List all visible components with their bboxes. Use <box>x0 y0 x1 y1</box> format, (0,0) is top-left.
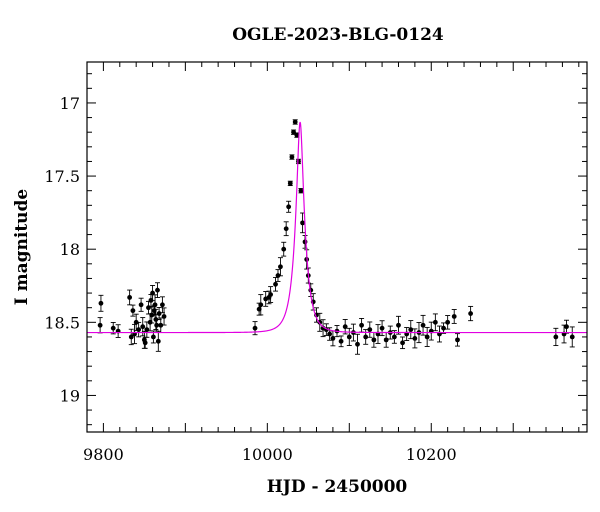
y-tick-label: 19 <box>60 386 80 405</box>
data-point <box>300 212 306 234</box>
data-point <box>354 333 360 355</box>
data-point <box>130 304 136 317</box>
data-point <box>281 241 287 257</box>
data-point <box>110 322 116 335</box>
data-point <box>283 221 289 237</box>
y-tick-label: 17 <box>60 94 80 113</box>
data-point <box>569 326 575 348</box>
data-point <box>420 314 426 336</box>
data-point <box>408 320 414 340</box>
x-tick-label: 10000 <box>242 445 293 464</box>
x-tick-label: 9800 <box>83 445 124 464</box>
data-point <box>412 328 418 349</box>
data-point <box>145 300 151 315</box>
y-tick-label: 17.5 <box>44 167 80 186</box>
data-point <box>98 294 104 312</box>
data-point <box>375 324 381 344</box>
data-point <box>454 333 460 347</box>
data-point <box>154 282 160 298</box>
data-point <box>553 327 559 347</box>
data-point <box>136 321 142 338</box>
data-point <box>564 319 570 334</box>
x-axis-label: HJD - 2450000 <box>267 477 408 497</box>
data-point <box>400 336 406 350</box>
plot-frame <box>86 61 588 433</box>
data-point <box>150 285 156 302</box>
data-point <box>161 307 167 326</box>
data-point <box>152 294 158 316</box>
data-point <box>127 289 133 306</box>
data-point <box>298 188 304 194</box>
data-point <box>289 154 295 160</box>
data-point <box>155 330 161 352</box>
data-point <box>97 317 103 334</box>
data-point <box>273 277 279 292</box>
data-point <box>432 313 438 332</box>
y-tick-label: 18.5 <box>44 313 80 332</box>
chart-title: OGLE-2023-BLG-0124 <box>232 25 444 45</box>
data-point <box>128 328 134 346</box>
data-point <box>115 324 121 338</box>
y-tick-label: 18 <box>60 240 80 259</box>
data-point <box>451 309 457 324</box>
data-point <box>159 296 165 314</box>
x-axis-ticks: 9800 10000 10200 <box>83 62 580 464</box>
data-point <box>292 119 298 125</box>
data-point <box>252 321 258 336</box>
data-point <box>338 335 344 348</box>
data-point <box>367 321 373 338</box>
data-point <box>277 257 283 277</box>
data-point <box>395 315 401 335</box>
x-tick-label: 10200 <box>406 445 457 464</box>
data-point <box>379 320 385 337</box>
data-point <box>144 321 150 338</box>
plot-area <box>87 119 587 355</box>
y-axis-label: I magnitude <box>12 189 32 306</box>
y-axis-ticks: 17 17.5 18 18.5 19 <box>44 73 587 426</box>
model-curve <box>87 121 587 334</box>
data-point <box>258 294 264 316</box>
data-point <box>445 315 451 330</box>
data-point <box>371 332 377 348</box>
data-point <box>287 180 293 187</box>
data-point <box>346 327 352 346</box>
data-point <box>286 200 292 213</box>
data-point <box>424 326 430 347</box>
data-point <box>383 332 389 348</box>
data-point <box>468 305 474 322</box>
data-point <box>268 286 274 303</box>
data-point <box>441 322 447 334</box>
data-point <box>138 297 144 312</box>
